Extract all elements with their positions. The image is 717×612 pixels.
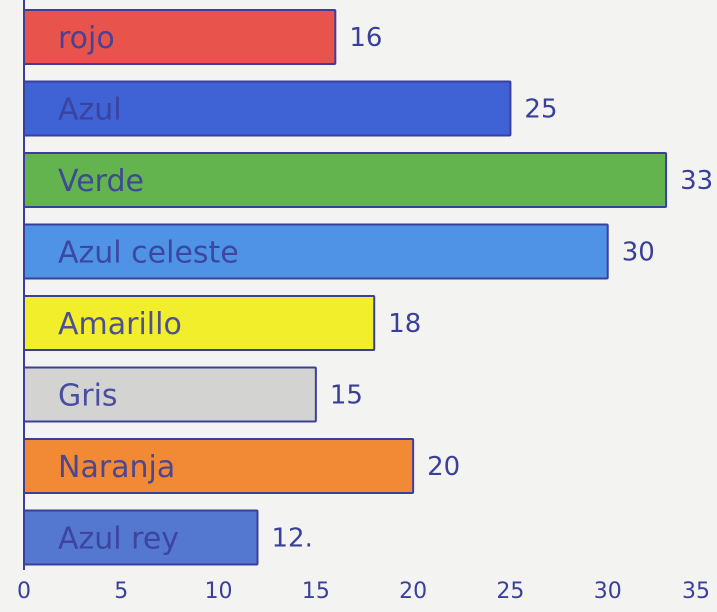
bar-3 (23, 223, 609, 280)
bar-category-label: Gris (58, 379, 118, 414)
bar-value-label: 33 (680, 166, 713, 196)
bar-6 (23, 438, 415, 494)
bar-4 (23, 295, 376, 351)
bar-value-label: 16 (349, 23, 382, 53)
bar-0 (23, 9, 337, 65)
x-tick-label: 0 (17, 579, 31, 604)
bar-value-label: 20 (427, 452, 460, 482)
bar-category-label: Verde (58, 164, 144, 199)
x-tick-label: 30 (594, 579, 622, 604)
bar-category-label: Naranja (58, 450, 175, 485)
bars-group: rojo 16 Azul 25 Verde 33 Azul celeste 30 Amarill… (23, 9, 713, 566)
bar-value-label: 30 (622, 238, 655, 268)
bar-1 (23, 80, 512, 137)
bar-5 (23, 366, 317, 423)
bar-category-label: Amarillo (58, 307, 182, 342)
x-tick-labels: 0 5 10 15 20 25 30 35 (17, 579, 710, 604)
x-tick-label: 15 (302, 579, 330, 604)
bar-value-label: 15 (330, 381, 363, 411)
bar-7 (23, 509, 259, 566)
bar-value-label: 25 (524, 95, 557, 125)
bar-category-label: rojo (58, 21, 115, 56)
x-tick-label: 5 (114, 579, 128, 604)
x-tick-label: 20 (399, 579, 427, 604)
bar-category-label: Azul celeste (58, 236, 239, 271)
bar-category-label: Azul (58, 93, 122, 128)
bar-value-label: 18 (388, 309, 421, 339)
bar-2 (23, 152, 668, 208)
x-tick-label: 10 (205, 579, 233, 604)
bar-value-label: 12. (271, 524, 312, 554)
bar-category-label: Azul rey (58, 522, 179, 557)
x-tick-label: 35 (682, 579, 710, 604)
x-tick-label: 25 (496, 579, 524, 604)
